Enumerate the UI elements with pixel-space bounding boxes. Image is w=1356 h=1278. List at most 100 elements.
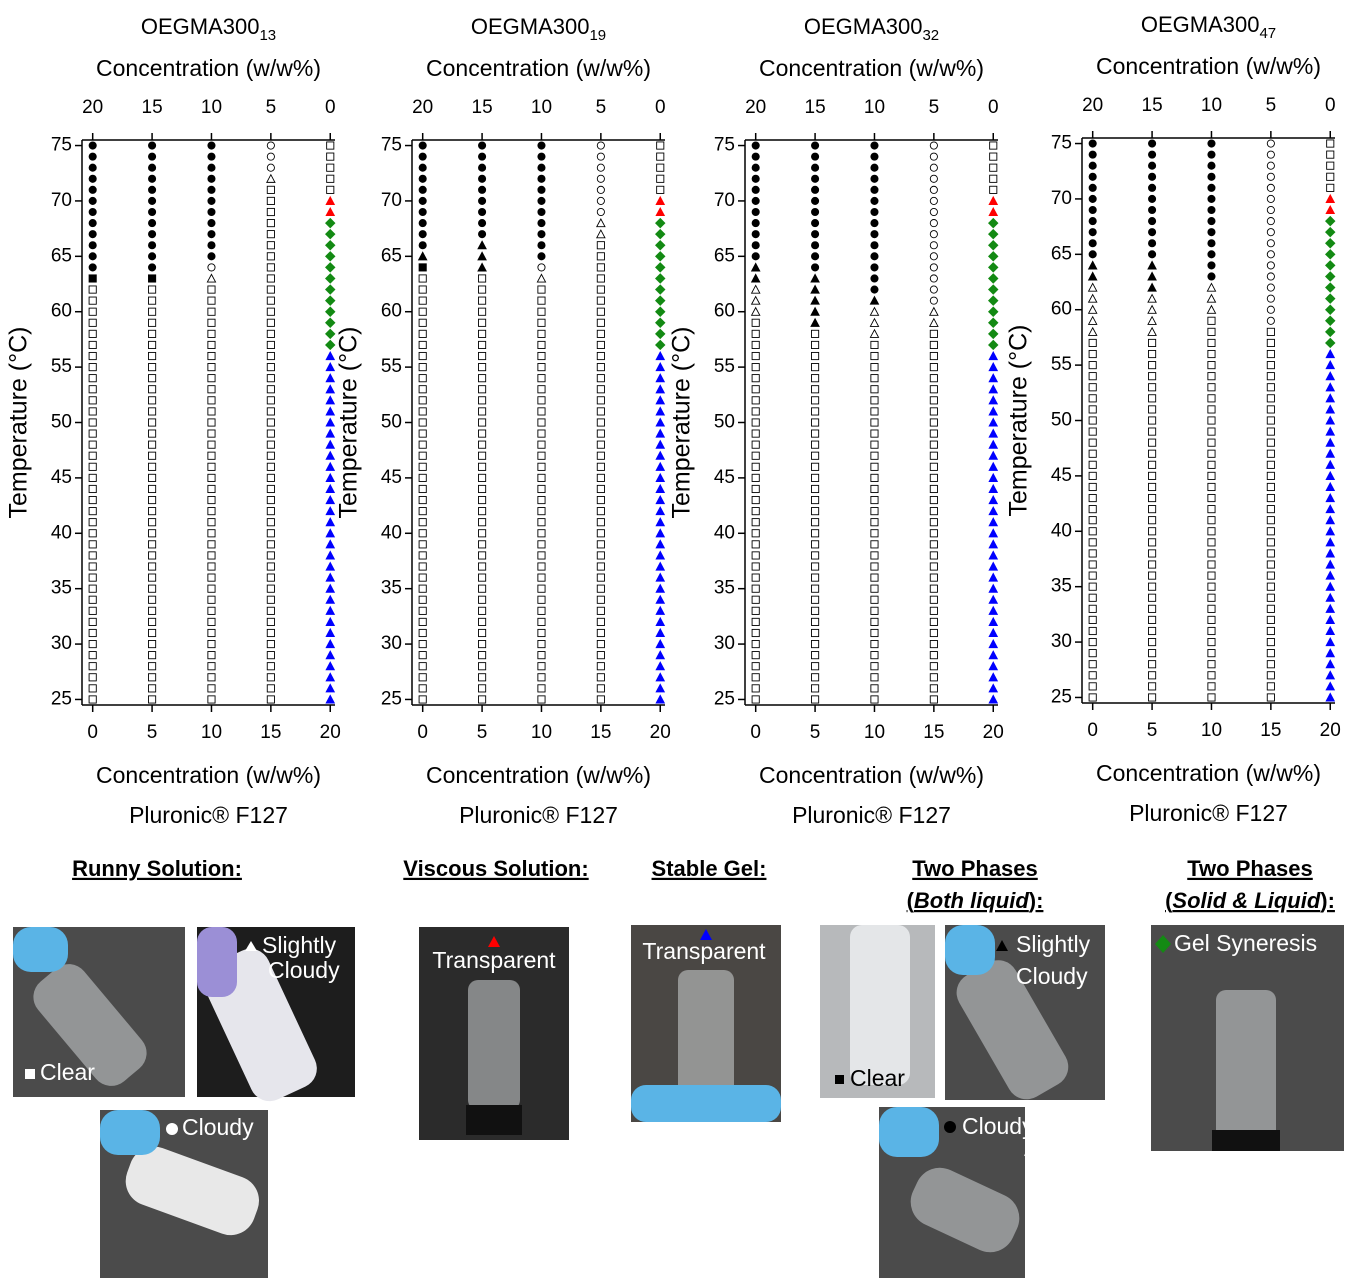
marker-triangle	[989, 197, 997, 205]
marker-square	[1148, 605, 1155, 612]
x-tick-label: 5	[1147, 720, 1158, 741]
marker-diamond	[1326, 316, 1335, 325]
marker-triangle	[1326, 538, 1334, 546]
marker-square	[267, 386, 274, 393]
marker-circle	[1089, 162, 1096, 169]
marker-square	[752, 663, 759, 670]
x2-tick-label: 0	[325, 97, 336, 118]
marker-square	[871, 519, 878, 526]
marker-square	[327, 175, 334, 182]
marker-square	[930, 397, 937, 404]
marker-triangle	[1326, 505, 1334, 513]
marker-square	[871, 463, 878, 470]
marker-square	[871, 474, 878, 481]
marker-square	[478, 674, 485, 681]
marker-square	[208, 508, 215, 515]
marker-square	[1208, 506, 1215, 513]
marker-triangle	[656, 507, 664, 515]
marker-circle	[871, 164, 878, 171]
marker-square	[930, 663, 937, 670]
marker-square	[267, 640, 274, 647]
marker-square	[1267, 661, 1274, 668]
marker-square	[419, 397, 426, 404]
marker-square	[1267, 539, 1274, 546]
marker-circle	[1208, 251, 1215, 258]
marker-square	[1267, 550, 1274, 557]
marker-triangle	[656, 463, 664, 471]
marker-square	[752, 430, 759, 437]
photo-label: Slightly	[1016, 931, 1091, 957]
marker-square	[267, 330, 274, 337]
marker-square	[89, 430, 96, 437]
marker-square	[538, 663, 545, 670]
marker-circle	[478, 186, 485, 193]
marker-square	[208, 541, 215, 548]
marker-diamond	[1326, 338, 1335, 347]
marker-square	[538, 330, 545, 337]
marker-square	[478, 375, 485, 382]
x2-axis-label: Concentration (w/w%)	[1096, 53, 1321, 79]
marker-square	[597, 652, 604, 659]
marker-square	[597, 441, 604, 448]
y-tick-label: 25	[714, 688, 735, 709]
marker-square	[267, 685, 274, 692]
marker-circle	[597, 164, 604, 171]
marker-square	[89, 563, 96, 570]
x2-tick-label: 10	[531, 97, 552, 118]
y-tick-label: 60	[1051, 299, 1072, 320]
marker-diamond	[989, 307, 998, 316]
marker-square	[930, 607, 937, 614]
marker-square	[1267, 350, 1274, 357]
marker-circle	[930, 242, 937, 249]
marker-triangle	[989, 695, 997, 703]
glove	[100, 1110, 160, 1155]
marker-circle	[208, 164, 215, 171]
marker-triangle	[1089, 295, 1097, 303]
marker-diamond	[989, 230, 998, 239]
marker-square	[871, 585, 878, 592]
marker-diamond	[326, 296, 335, 305]
marker-circle	[538, 219, 545, 226]
marker-square	[89, 696, 96, 703]
photo-label: Clear	[850, 1065, 905, 1091]
marker-square	[148, 364, 155, 371]
marker-square	[871, 596, 878, 603]
marker-square	[752, 685, 759, 692]
y-axis-label: Temperature (°C)	[5, 327, 33, 519]
marker-circle	[208, 186, 215, 193]
marker-square	[930, 585, 937, 592]
marker-circle	[1089, 251, 1096, 258]
marker-square	[1267, 439, 1274, 446]
marker-square	[208, 496, 215, 503]
marker-circle	[752, 208, 759, 215]
y-tick-label: 75	[714, 135, 735, 156]
marker-square	[148, 441, 155, 448]
marker-square	[208, 297, 215, 304]
marker-square	[478, 275, 485, 282]
x2-tick-label: 20	[412, 97, 433, 118]
marker-square	[752, 585, 759, 592]
marker-square	[327, 153, 334, 160]
marker-square	[1089, 350, 1096, 357]
title-subscript: 47	[1259, 25, 1276, 42]
marker-square	[208, 696, 215, 703]
marker-circle	[871, 275, 878, 282]
marker-square	[208, 596, 215, 603]
marker-square	[1267, 517, 1274, 524]
marker-square	[1208, 605, 1215, 612]
marker-triangle	[1326, 383, 1334, 391]
marker-square	[1089, 661, 1096, 668]
marker-square	[871, 552, 878, 559]
marker-square	[267, 629, 274, 636]
marker-triangle	[267, 175, 275, 183]
marker-triangle	[326, 562, 334, 570]
figure: Runny Solution: Viscous Solution: Stable…	[0, 0, 1356, 1278]
marker-square	[811, 696, 818, 703]
marker-square	[1208, 616, 1215, 623]
marker-square	[930, 541, 937, 548]
marker-square	[1148, 373, 1155, 380]
marker-square	[419, 297, 426, 304]
marker-circle	[148, 153, 155, 160]
x2-tick-label: 20	[745, 97, 766, 118]
title-subscript: 32	[922, 27, 939, 44]
